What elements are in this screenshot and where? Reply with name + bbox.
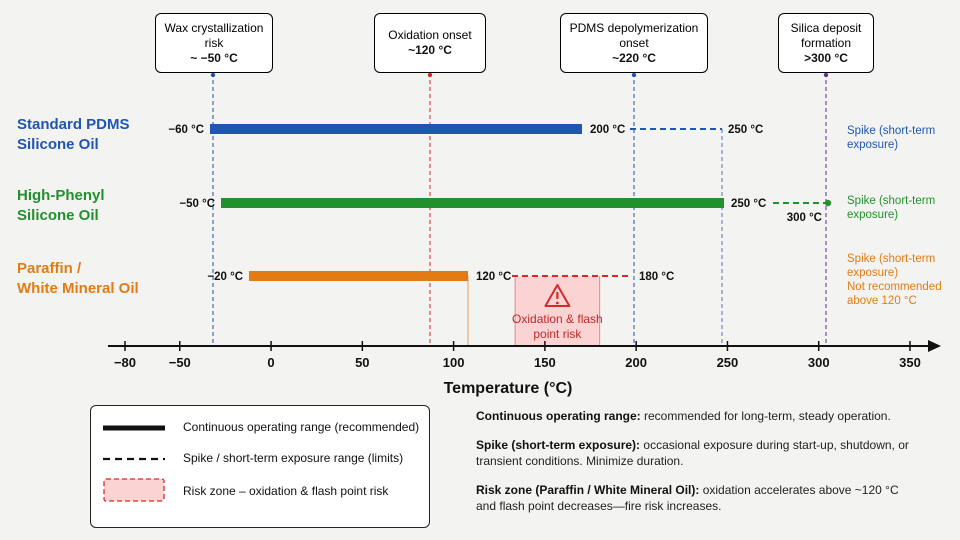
continuous-range-bar: [221, 198, 724, 208]
warning-icon-dot: [555, 301, 559, 305]
definition-continuous: Continuous operating range: recommended …: [476, 408, 916, 424]
series-label-line: Silicone Oil: [17, 136, 99, 153]
spike-end-dot: [824, 199, 832, 207]
x-axis-label: Temperature (°C): [444, 380, 573, 397]
risk-zone-label: point risk: [533, 327, 582, 341]
series-label-line: White Mineral Oil: [17, 280, 139, 297]
callout-value: ~ −50 °C: [190, 50, 238, 65]
callout-leader-dot: [210, 72, 216, 78]
x-tick-label: 0: [267, 355, 274, 370]
callout-leader-dot: [427, 72, 433, 78]
note-line: Not recommended: [847, 281, 942, 293]
note-line: Spike (short-term: [847, 195, 936, 207]
series-note-high-phenyl: Spike (short-term exposure): [847, 194, 935, 222]
legend-item-spike: Spike / short-term exposure range (limit…: [183, 451, 404, 465]
callout-oxidation-onset: Oxidation onset ~120 °C: [374, 13, 486, 73]
definition-spike: Spike (short-term exposure): occasional …: [476, 437, 916, 469]
note-line: exposure): [847, 267, 899, 279]
legend-dashed-line-icon: [103, 457, 165, 461]
x-tick-label: 250: [717, 355, 739, 370]
range-min-label: −50 °C: [179, 198, 215, 210]
legend-solid-line-icon: [103, 425, 165, 431]
definition-term: Risk zone (Paraffin / White Mineral Oil)…: [476, 483, 700, 497]
legend: Continuous operating range (recommended)…: [90, 405, 430, 528]
legend-item-risk-zone: Risk zone – oxidation & flash point risk: [183, 484, 389, 498]
callout-value: ~220 °C: [612, 50, 656, 65]
risk-zone-label: Oxidation & flash: [512, 312, 603, 326]
callout-value: ~120 °C: [408, 43, 452, 57]
definition-text: recommended for long-term, steady operat…: [644, 409, 891, 423]
callout-silica-deposit: Silica deposit formation >300 °C: [778, 13, 874, 73]
callout-leader-dot: [823, 72, 829, 78]
note-line: exposure): [847, 209, 899, 221]
range-spike-end-label: 300 °C: [787, 212, 822, 224]
x-tick-label: 300: [808, 355, 830, 370]
x-tick-label: 200: [625, 355, 647, 370]
x-axis-arrow: [928, 340, 941, 352]
series-note-paraffin: Spike (short-term exposure) Not recommen…: [847, 252, 942, 308]
definition-risk-zone: Risk zone (Paraffin / White Mineral Oil)…: [476, 482, 916, 514]
callout-leader-dot: [631, 72, 637, 78]
definition-text: occasional exposure during start-up, shu…: [476, 438, 909, 468]
x-tick-label: 50: [355, 355, 369, 370]
callout-wax-crystallization: Wax crystallization risk ~ −50 °C: [155, 13, 273, 73]
range-cont-end-label: 250 °C: [731, 198, 766, 210]
continuous-range-bar: [210, 124, 582, 134]
definition-text: oxidation accelerates above ~120 °C and …: [476, 483, 899, 513]
callout-value: >300 °C: [804, 50, 848, 65]
legend-risk-zone-icon: [103, 478, 165, 502]
series-label-high-phenyl: High-Phenyl Silicone Oil: [17, 186, 105, 226]
series-note-standard-pdms: Spike (short-term exposure): [847, 124, 935, 152]
definition-term: Continuous operating range:: [476, 409, 641, 423]
x-tick-label: 350: [899, 355, 921, 370]
range-cont-end-label: 120 °C: [476, 271, 511, 283]
range-spike-end-label: 180 °C: [639, 271, 674, 283]
range-min-label: −20 °C: [207, 271, 243, 283]
note-line: Spike (short-term: [847, 125, 936, 137]
callout-title: PDMS depolymerization onset: [569, 20, 699, 50]
callout-title: Silica deposit formation: [790, 20, 862, 50]
note-line: Spike (short-term: [847, 253, 936, 265]
x-tick-label: −80: [114, 355, 136, 370]
series-label-line: High-Phenyl: [17, 187, 105, 204]
callout-title: Wax crystallization risk: [164, 20, 264, 50]
callout-title: Oxidation onset: [388, 28, 472, 42]
series-label-line: Standard PDMS: [17, 116, 130, 133]
note-line: above 120 °C: [847, 295, 917, 307]
range-cont-end-label: 200 °C: [590, 124, 625, 136]
series-label-line: Silicone Oil: [17, 207, 99, 224]
continuous-range-bar: [249, 271, 468, 281]
definition-term: Spike (short-term exposure):: [476, 438, 641, 452]
x-tick-label: 100: [443, 355, 465, 370]
series-label-standard-pdms: Standard PDMS Silicone Oil: [17, 115, 130, 155]
x-tick-label: 150: [534, 355, 556, 370]
x-tick-label: −50: [169, 355, 191, 370]
series-label-paraffin: Paraffin / White Mineral Oil: [17, 259, 139, 299]
callout-pdms-depolymerization: PDMS depolymerization onset ~220 °C: [560, 13, 708, 73]
range-spike-end-label: 250 °C: [728, 124, 763, 136]
legend-item-continuous: Continuous operating range (recommended): [183, 420, 420, 434]
range-min-label: −60 °C: [168, 124, 204, 136]
note-line: exposure): [847, 139, 899, 151]
series-label-line: Paraffin /: [17, 260, 82, 277]
